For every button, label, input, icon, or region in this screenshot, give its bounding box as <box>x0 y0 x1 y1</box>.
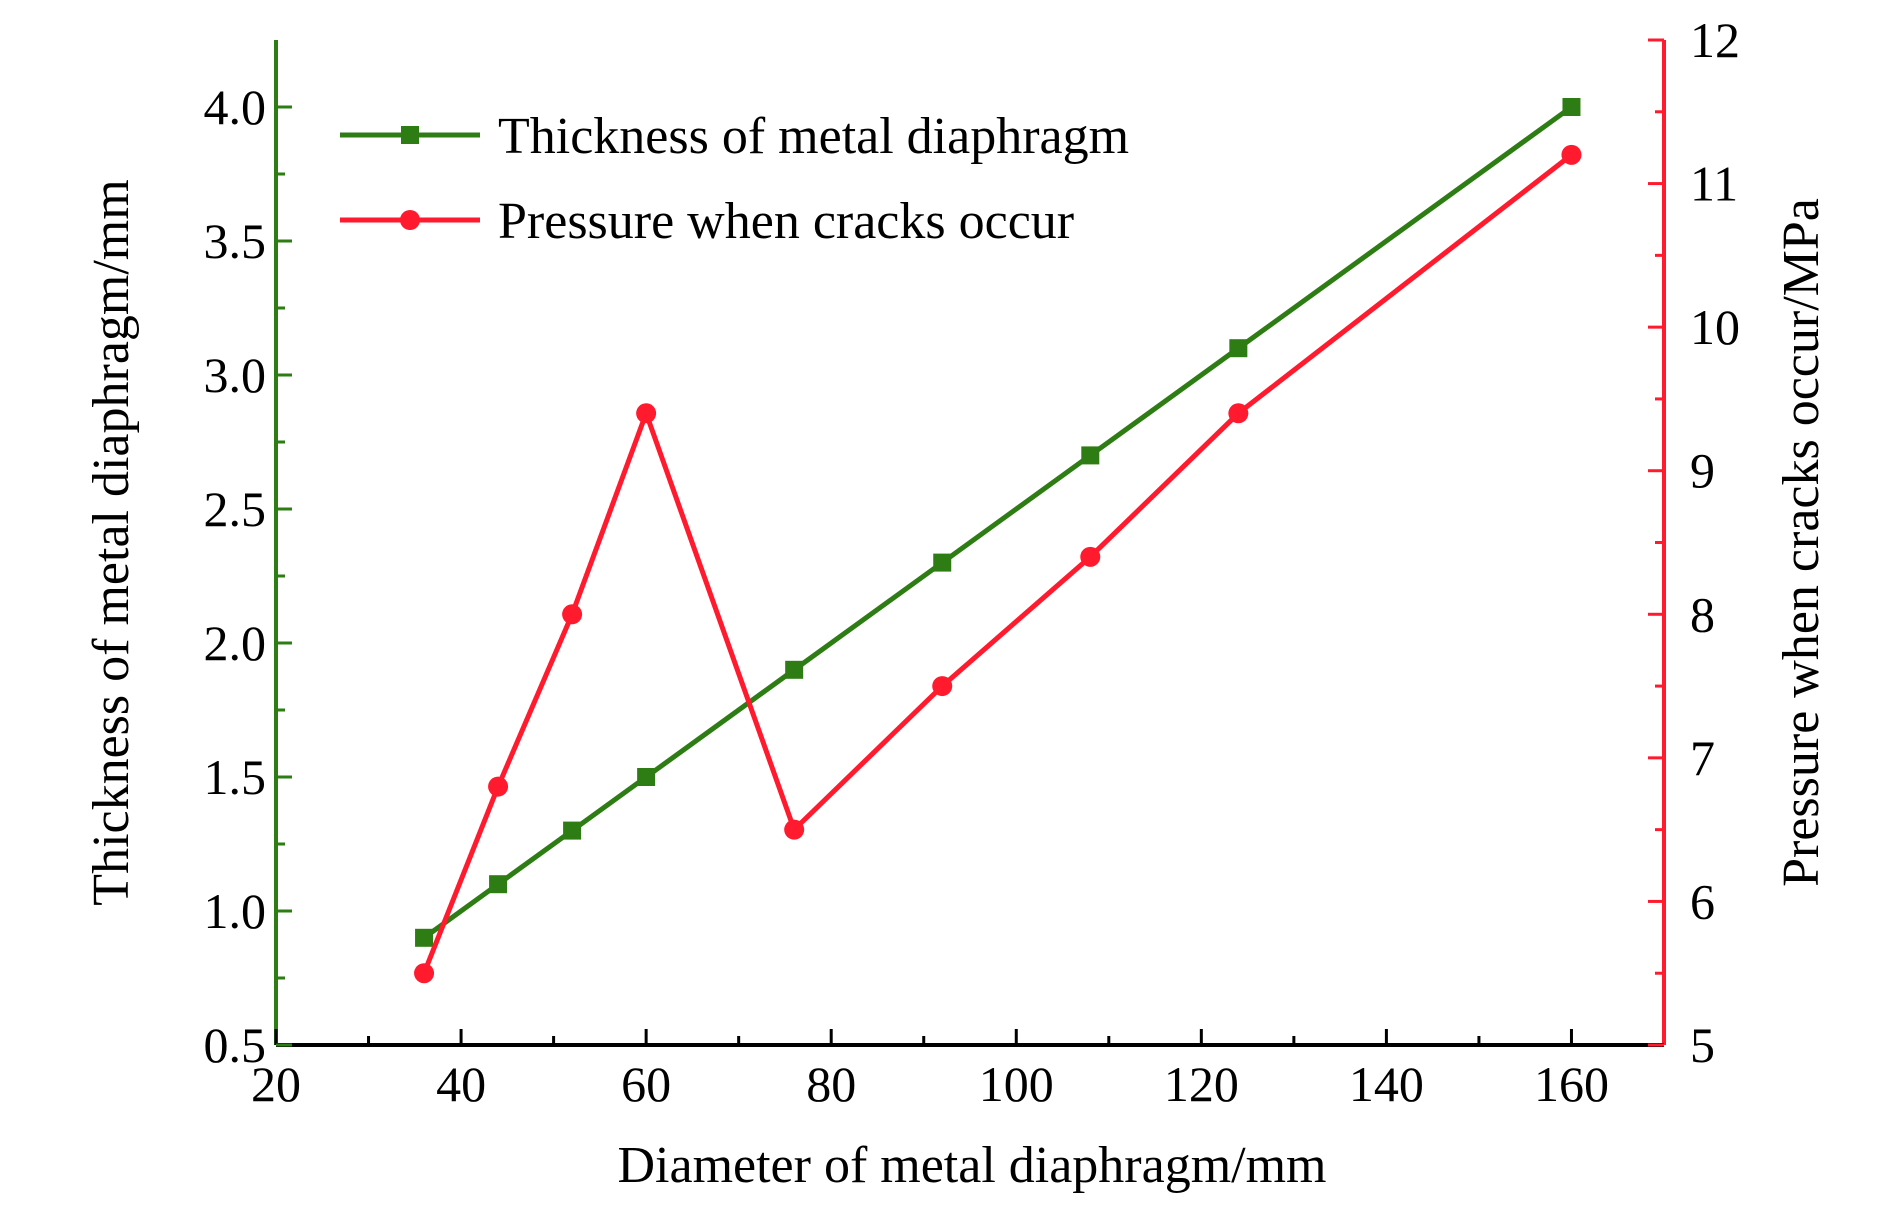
data-point-circle <box>932 676 953 697</box>
data-point-circle <box>1561 144 1582 165</box>
y-right-tick-label: 9 <box>1690 443 1715 499</box>
data-point-circle <box>1080 546 1101 567</box>
legend-marker-pressure <box>400 210 420 230</box>
y-left-tick-label: 2.5 <box>204 481 267 537</box>
data-point-square <box>1562 98 1581 116</box>
data-point-circle <box>562 604 583 625</box>
axes-layer: 20 40 60 80 100 120 140 160 0.5 1.0 1.5 2.0 2.5 3.0 3.… <box>204 12 1741 1112</box>
legend-label-pressure: Pressure when cracks occur <box>498 193 1074 250</box>
y-left-tick-label: 1.5 <box>204 749 267 805</box>
y-right-tick-label: 12 <box>1690 12 1740 68</box>
data-point-circle <box>488 776 509 797</box>
legend: Thickness of metal diaphragm Pressure wh… <box>340 108 1129 250</box>
x-tick-label: 20 <box>251 1056 301 1112</box>
series-layer <box>414 98 1582 984</box>
y-left-tick-label: 1.0 <box>204 883 267 939</box>
x-tick-label: 100 <box>979 1056 1054 1112</box>
x-tick-label: 80 <box>806 1056 856 1112</box>
x-axis-title: Diameter of metal diaphragm/mm <box>618 1137 1327 1194</box>
x-tick-label: 120 <box>1164 1056 1239 1112</box>
y-right-tick-label: 6 <box>1690 873 1715 929</box>
x-tick-label: 160 <box>1534 1056 1609 1112</box>
y-left-tick-label: 2.0 <box>204 615 267 671</box>
y-axis-left-title: Thickness of metal diaphragm/mm <box>83 179 140 905</box>
data-point-square <box>1229 339 1248 358</box>
x-tick-label: 140 <box>1349 1056 1424 1112</box>
data-point-square <box>933 553 952 572</box>
y-left-tick-label: 0.5 <box>204 1017 267 1073</box>
legend-label-thickness: Thickness of metal diaphragm <box>498 108 1129 165</box>
y-left-tick-label: 3.0 <box>204 347 267 403</box>
y-left-tick-label: 4.0 <box>204 79 267 135</box>
y-axis-right-title: Pressure when cracks occur/MPa <box>1773 198 1830 887</box>
data-point-circle <box>414 963 435 984</box>
data-point-circle <box>1228 403 1249 424</box>
data-point-square <box>489 875 508 894</box>
y-right-tick-label: 8 <box>1690 586 1715 642</box>
legend-marker-thickness <box>401 126 419 144</box>
data-point-square <box>637 768 656 786</box>
data-point-circle <box>784 819 805 840</box>
y-right-tick-label: 7 <box>1690 730 1715 786</box>
x-tick-label: 40 <box>436 1056 486 1112</box>
data-point-square <box>1081 446 1100 465</box>
data-point-square <box>563 821 582 840</box>
y-right-tick-label: 5 <box>1690 1017 1715 1073</box>
data-point-circle <box>636 403 657 424</box>
data-point-square <box>415 928 434 947</box>
series-line-1 <box>421 152 1573 975</box>
y-right-tick-label: 11 <box>1690 156 1738 212</box>
y-right-tick-label: 10 <box>1690 299 1740 355</box>
data-point-square <box>785 660 804 679</box>
y-left-tick-label: 3.5 <box>204 213 267 269</box>
x-tick-label: 60 <box>621 1056 671 1112</box>
